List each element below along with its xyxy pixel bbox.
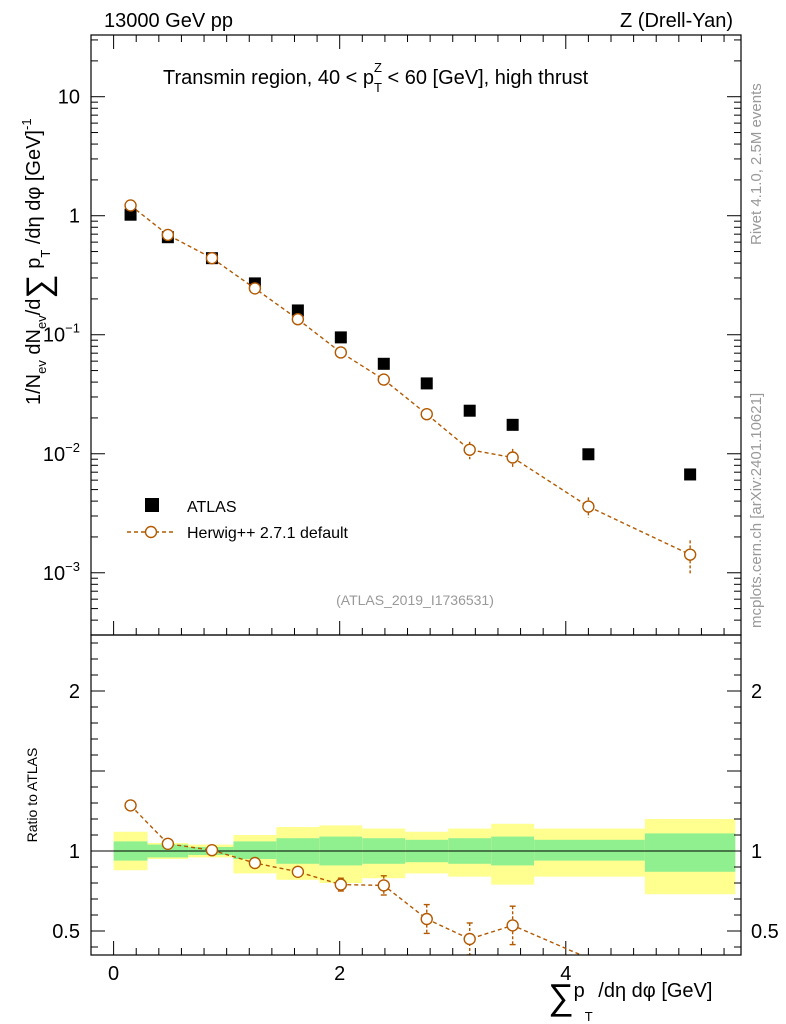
atlas-data-point	[582, 448, 595, 461]
ratio-data-point	[205, 844, 219, 857]
rivet-label: Rivet 4.1.0, 2.5M events	[748, 83, 765, 245]
atlas-data-point	[377, 357, 390, 370]
ratio-stat-band	[534, 839, 645, 861]
mc-data-point	[377, 373, 390, 386]
ratio-data-point	[248, 856, 262, 870]
atlas-data-point	[124, 208, 137, 221]
mc-data-point	[463, 443, 476, 456]
y-tick-base: 10	[43, 325, 65, 347]
ratio-y-axis-label: Ratio to ATLAS	[24, 748, 40, 843]
y-tick-label: 10−1	[43, 321, 80, 347]
mc-data-point	[506, 451, 519, 464]
x-tick-label: 4	[560, 963, 571, 985]
mc-data-point	[205, 251, 219, 265]
y-tick-exp: −2	[65, 440, 80, 455]
y-tick-base: 10	[43, 563, 65, 585]
ratio-data-point	[291, 865, 305, 878]
atlas-data-point	[291, 304, 304, 317]
y-tick-base: 10	[43, 444, 65, 466]
y-tick-label: 1	[69, 206, 80, 228]
y-tick-label: 10−2	[43, 440, 80, 466]
process-label: Z (Drell-Yan)	[620, 10, 733, 32]
mc-data-point	[683, 548, 697, 561]
y-tick-exp: −1	[65, 321, 80, 336]
y-tick-exp: −3	[65, 559, 80, 574]
y-tick-base: 10	[58, 87, 80, 109]
ratio-y-tick-label-right: 1	[751, 841, 762, 863]
mc-data-point	[248, 282, 262, 295]
legend-atlas-marker	[145, 498, 159, 512]
analysis-tag: (ATLAS_2019_I1736531)	[336, 592, 494, 608]
ratio-data-point	[420, 912, 433, 926]
mc-data-point	[161, 228, 175, 242]
ratio-y-tick-label-left: 2	[69, 681, 80, 703]
ratio-data-point	[334, 878, 348, 891]
atlas-data-point	[506, 418, 519, 431]
mc-data-point	[124, 199, 137, 212]
y-tick-label: 10−3	[43, 559, 80, 585]
data-marks	[124, 199, 697, 955]
atlas-data-point	[420, 377, 433, 390]
ratio-data-point	[161, 837, 175, 850]
ratio-y-tick-label-right: 0.5	[751, 921, 779, 943]
y-tick-label: 10	[58, 87, 80, 109]
ratio-stat-band	[644, 833, 736, 872]
ratio-data-point	[377, 879, 390, 892]
ratio-y-tick-label-right: 2	[751, 681, 762, 703]
ratio-frame	[90, 634, 742, 956]
ratio-data-point	[124, 799, 137, 812]
ratio-y-tick-label-left: 0.5	[52, 921, 80, 943]
ratio-data-point	[463, 932, 476, 946]
mcplots-label: mcplots.cern.ch [arXiv:2401.10621]	[748, 393, 765, 628]
ratio-bands	[91, 819, 741, 895]
atlas-data-point	[684, 468, 697, 481]
mc-data-point	[291, 313, 305, 326]
legend-mc-label: Herwig++ 2.7.1 default	[187, 525, 349, 542]
panel-title: Transmin region, 40 < pTZ < 60 [GeV], hi…	[163, 60, 589, 95]
mc-data-point	[420, 407, 433, 421]
atlas-data-point	[463, 404, 476, 417]
y-axis-label: 1/Nev dNev/d∑ pT /dη dφ [GeV]-1	[19, 118, 58, 405]
x-tick-label: 0	[108, 963, 119, 985]
ratio-stat-band	[233, 841, 277, 859]
energy-label: 13000 GeV pp	[104, 10, 233, 32]
mc-data-point	[582, 500, 595, 513]
x-tick-label: 2	[334, 963, 345, 985]
x-axis-label: ∑pT /dη dφ [GeV]	[548, 976, 712, 1024]
main-frame	[90, 34, 742, 636]
atlas-data-point	[334, 331, 347, 344]
mc-line	[130, 204, 691, 556]
legend-atlas-label: ATLAS	[187, 499, 237, 516]
ratio-data-point	[506, 919, 519, 932]
ratio-y-tick-label-left: 1	[69, 841, 80, 863]
ratio-series	[124, 799, 583, 955]
legend-mc-marker	[144, 525, 158, 539]
mc-data-point	[334, 346, 348, 359]
y-tick-base: 1	[69, 206, 80, 228]
